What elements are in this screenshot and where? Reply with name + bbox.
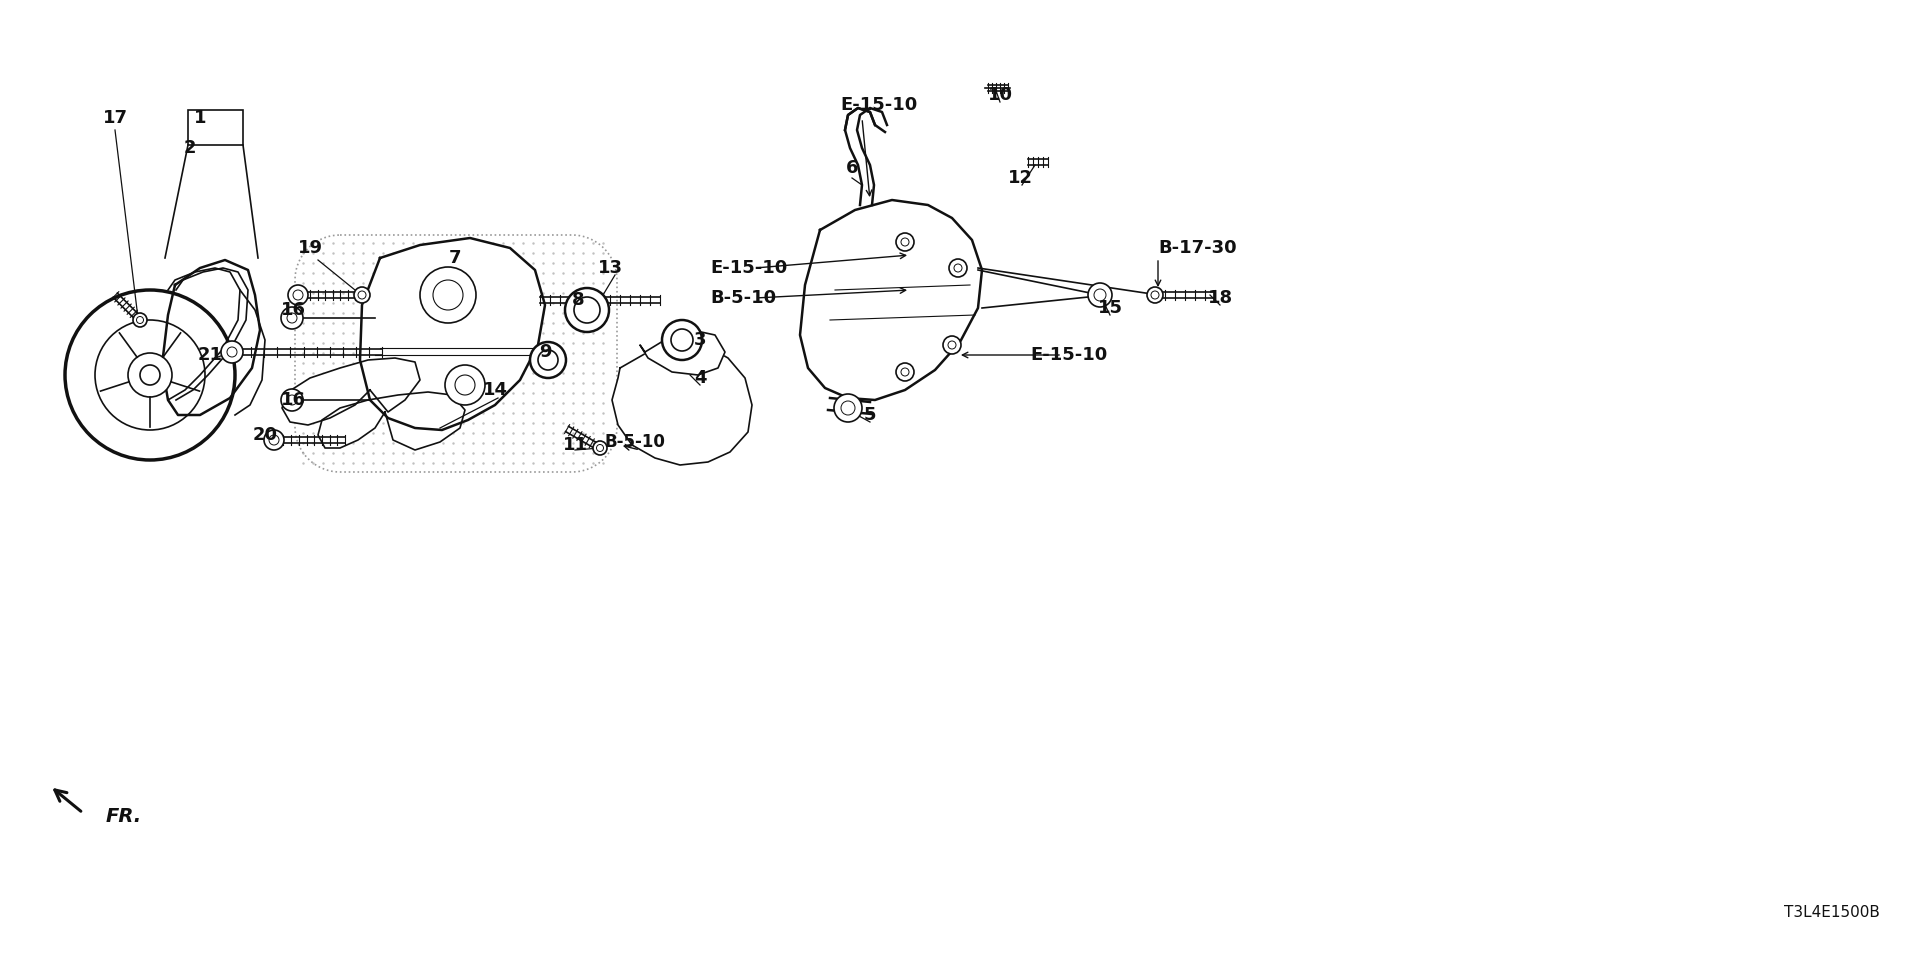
Text: 15: 15: [1098, 299, 1123, 317]
Circle shape: [420, 267, 476, 323]
Circle shape: [140, 365, 159, 385]
Bar: [188, 110, 244, 145]
Circle shape: [221, 341, 244, 363]
Text: B-17-30: B-17-30: [1158, 239, 1236, 257]
Circle shape: [597, 444, 603, 451]
Circle shape: [132, 313, 148, 327]
Circle shape: [445, 365, 486, 405]
Text: E-15-10: E-15-10: [841, 96, 918, 114]
Text: 6: 6: [845, 159, 858, 177]
Circle shape: [833, 394, 862, 422]
Text: 12: 12: [1008, 169, 1033, 187]
Polygon shape: [361, 238, 545, 430]
Polygon shape: [801, 200, 981, 400]
Circle shape: [943, 336, 962, 354]
Polygon shape: [161, 260, 259, 415]
Text: 1: 1: [194, 109, 205, 127]
Polygon shape: [282, 358, 420, 425]
Polygon shape: [319, 392, 465, 450]
Circle shape: [265, 430, 284, 450]
Circle shape: [1089, 283, 1112, 307]
Circle shape: [1146, 287, 1164, 303]
Circle shape: [530, 342, 566, 378]
Circle shape: [136, 317, 144, 324]
Circle shape: [662, 320, 703, 360]
Text: 11: 11: [563, 436, 588, 454]
Circle shape: [65, 290, 234, 460]
Text: 17: 17: [102, 109, 127, 127]
Circle shape: [357, 291, 367, 299]
Circle shape: [1150, 291, 1160, 299]
Circle shape: [353, 287, 371, 303]
Circle shape: [593, 441, 607, 455]
Polygon shape: [639, 330, 726, 375]
Circle shape: [538, 350, 559, 370]
Circle shape: [94, 320, 205, 430]
Text: 4: 4: [693, 369, 707, 387]
Text: B-5-10: B-5-10: [710, 289, 776, 307]
Circle shape: [948, 259, 968, 277]
Circle shape: [897, 233, 914, 251]
Text: 20: 20: [253, 426, 278, 444]
Circle shape: [129, 353, 173, 397]
Text: E-15-10: E-15-10: [710, 259, 787, 277]
Circle shape: [280, 307, 303, 329]
Circle shape: [564, 288, 609, 332]
Polygon shape: [612, 342, 753, 465]
Text: 18: 18: [1208, 289, 1233, 307]
Text: FR.: FR.: [106, 806, 142, 826]
Text: T3L4E1500B: T3L4E1500B: [1784, 905, 1880, 920]
Circle shape: [670, 329, 693, 351]
Circle shape: [897, 363, 914, 381]
Text: B-5-10: B-5-10: [605, 433, 666, 451]
Circle shape: [280, 389, 303, 411]
Text: E-15-10: E-15-10: [1029, 346, 1108, 364]
Text: 2: 2: [184, 139, 196, 157]
Text: 21: 21: [198, 346, 223, 364]
Text: 9: 9: [540, 343, 551, 361]
Text: 19: 19: [298, 239, 323, 257]
Text: 16: 16: [280, 301, 305, 319]
Circle shape: [574, 297, 599, 323]
Text: 14: 14: [482, 381, 507, 399]
Text: 8: 8: [572, 291, 584, 309]
Text: 10: 10: [987, 86, 1012, 104]
Text: 5: 5: [864, 406, 876, 424]
Circle shape: [288, 285, 307, 305]
Text: 13: 13: [597, 259, 622, 277]
Text: 3: 3: [693, 331, 707, 349]
Text: 16: 16: [280, 391, 305, 409]
Text: 7: 7: [449, 249, 461, 267]
